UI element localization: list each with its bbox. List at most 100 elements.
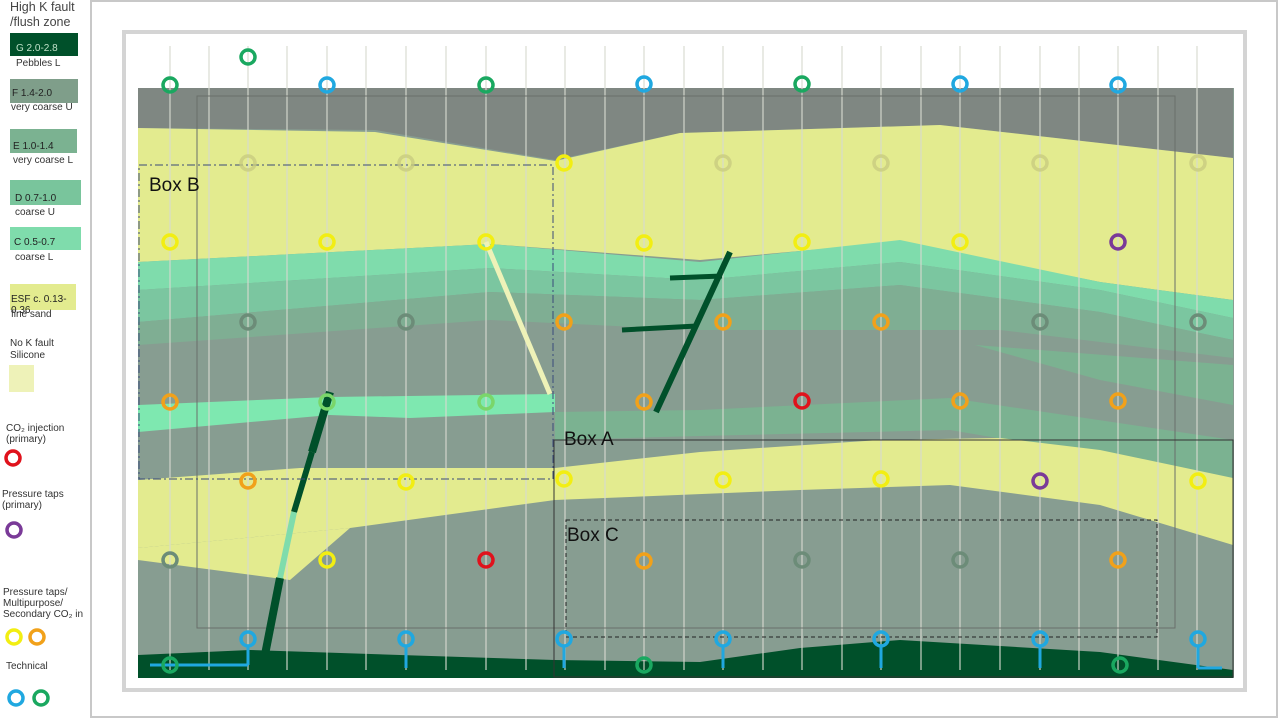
port-orange-icon	[714, 313, 732, 331]
port-faded-icon	[397, 313, 415, 331]
technical-port-green-icon	[477, 76, 495, 94]
layer-esf-lower-tongue	[138, 528, 350, 580]
port-orange-icon	[1109, 551, 1127, 569]
technical-port-blue-icon	[872, 630, 890, 648]
port-faded-icon	[1031, 154, 1049, 172]
legend-pressure-taps: Pressure taps (primary)	[2, 489, 64, 511]
reference-rectangle	[196, 95, 1176, 629]
technical-pipes	[150, 646, 1222, 670]
legend-technical: Technical	[6, 661, 48, 672]
technical-port-blue-icon	[1109, 76, 1127, 94]
technical-port-green-icon	[1111, 656, 1129, 674]
legend-co2-injection: CO₂ injection (primary)	[6, 423, 65, 445]
port-faded-icon	[793, 551, 811, 569]
technical-port-blue-icon	[1031, 630, 1049, 648]
technical-port-blue-icon	[555, 630, 573, 648]
box-c-label: Box C	[567, 525, 619, 546]
silicone-fault	[483, 241, 553, 395]
fault-branch-upper	[669, 273, 723, 281]
port-yellow-icon	[951, 233, 969, 251]
technical-port-blue-icon	[239, 630, 257, 648]
port-orange-icon	[555, 313, 573, 331]
technical-port-blue-icon	[397, 630, 415, 648]
legend-multipurpose: Pressure taps/ Multipurpose/ Secondary C…	[3, 587, 84, 620]
box-b-label: Box B	[149, 175, 200, 196]
port-yellow-icon	[555, 470, 573, 488]
legend-code-d: D 0.7-1.0	[15, 193, 57, 204]
port-faded-icon	[239, 313, 257, 331]
technical-port-green-icon	[635, 656, 653, 674]
port-faded-icon	[714, 154, 732, 172]
injection-port-icon	[793, 392, 811, 410]
rig-panel-frame	[90, 0, 1278, 718]
technical-port-blue-icon	[1189, 630, 1207, 648]
rig-inner-frame	[122, 30, 1247, 692]
port-orange-icon	[872, 313, 890, 331]
pressure-port-icon	[1109, 233, 1127, 251]
port-orange-icon	[161, 393, 179, 411]
fault-left-lower	[258, 577, 284, 671]
port-orange-icon	[1109, 392, 1127, 410]
port-faded-icon	[1031, 313, 1049, 331]
box-b-outline	[138, 164, 554, 480]
layer-c-lower-left	[138, 394, 555, 432]
port-faded-icon	[318, 393, 336, 411]
legend-desc-f: very coarse U	[11, 102, 73, 113]
technical-port-blue-icon	[318, 76, 336, 94]
port-yellow-icon	[477, 233, 495, 251]
ports	[161, 48, 1207, 674]
legend-swatch-e: E 1.0-1.4	[10, 129, 77, 153]
port-faded-icon	[239, 154, 257, 172]
port-faded-icon	[951, 551, 969, 569]
fault-left-flush	[277, 511, 297, 579]
port-orange-icon	[635, 552, 653, 570]
port-orange-icon	[951, 392, 969, 410]
port-yellow-icon	[714, 471, 732, 489]
port-yellow-icon	[161, 233, 179, 251]
technical-port-blue-icon	[714, 630, 732, 648]
port-faded-icon	[161, 551, 179, 569]
legend-swatch-f: F 1.4-2.0	[10, 79, 78, 103]
port-orange-icon	[239, 472, 257, 490]
port-yellow-icon	[872, 470, 890, 488]
box-a-outline	[553, 439, 1234, 678]
technical-port-green-icon	[161, 76, 179, 94]
pressure-port-icon	[1031, 472, 1049, 490]
box-c-outline	[565, 519, 1158, 638]
legend-code-g: G 2.0-2.8	[16, 43, 58, 54]
legend-desc-c: coarse L	[15, 252, 54, 263]
technical-port-green-icon	[239, 48, 257, 66]
technical-port-green-icon	[161, 656, 179, 674]
legend-desc-e: very coarse L	[13, 155, 74, 166]
port-yellow-icon	[318, 233, 336, 251]
port-yellow-icon	[635, 234, 653, 252]
legend-swatch-g: G 2.0-2.8	[10, 33, 78, 56]
port-yellow-icon	[555, 154, 573, 172]
legend-no-k-fault: No K fault	[10, 338, 54, 349]
fault-branch-lower	[621, 323, 698, 333]
legend-code-c: C 0.5-0.7	[14, 237, 56, 248]
fault-left-mid	[291, 451, 315, 513]
port-yellow-icon	[397, 473, 415, 491]
technical-port-green-icon	[793, 75, 811, 93]
layer-e-lower-right	[555, 398, 1233, 478]
box-a-label: Box A	[564, 429, 614, 450]
port-faded-icon	[1189, 313, 1207, 331]
port-faded-icon	[1189, 154, 1207, 172]
legend-swatch-c: C 0.5-0.7	[10, 227, 81, 250]
technical-port-blue-icon	[635, 75, 653, 93]
legend-desc-g: Pebbles L	[16, 58, 61, 69]
legend-code-esf: ESF c. 0.13-0.36	[11, 294, 67, 316]
legend-desc-d: coarse U	[15, 207, 56, 218]
legend-swatch-silicone	[9, 365, 34, 392]
port-yellow-icon	[318, 551, 336, 569]
port-faded-icon	[477, 393, 495, 411]
injection-port-icon	[477, 551, 495, 569]
port-orange-icon	[635, 393, 653, 411]
legend-code-f: F 1.4-2.0	[12, 88, 53, 99]
legend: High K fault /flush zone G 2.0-2.8 Pebbl…	[0, 0, 90, 720]
fault-left-upper	[308, 390, 334, 454]
legend-swatch-esf: ESF c. 0.13-0.36	[10, 284, 76, 316]
port-yellow-icon	[793, 233, 811, 251]
